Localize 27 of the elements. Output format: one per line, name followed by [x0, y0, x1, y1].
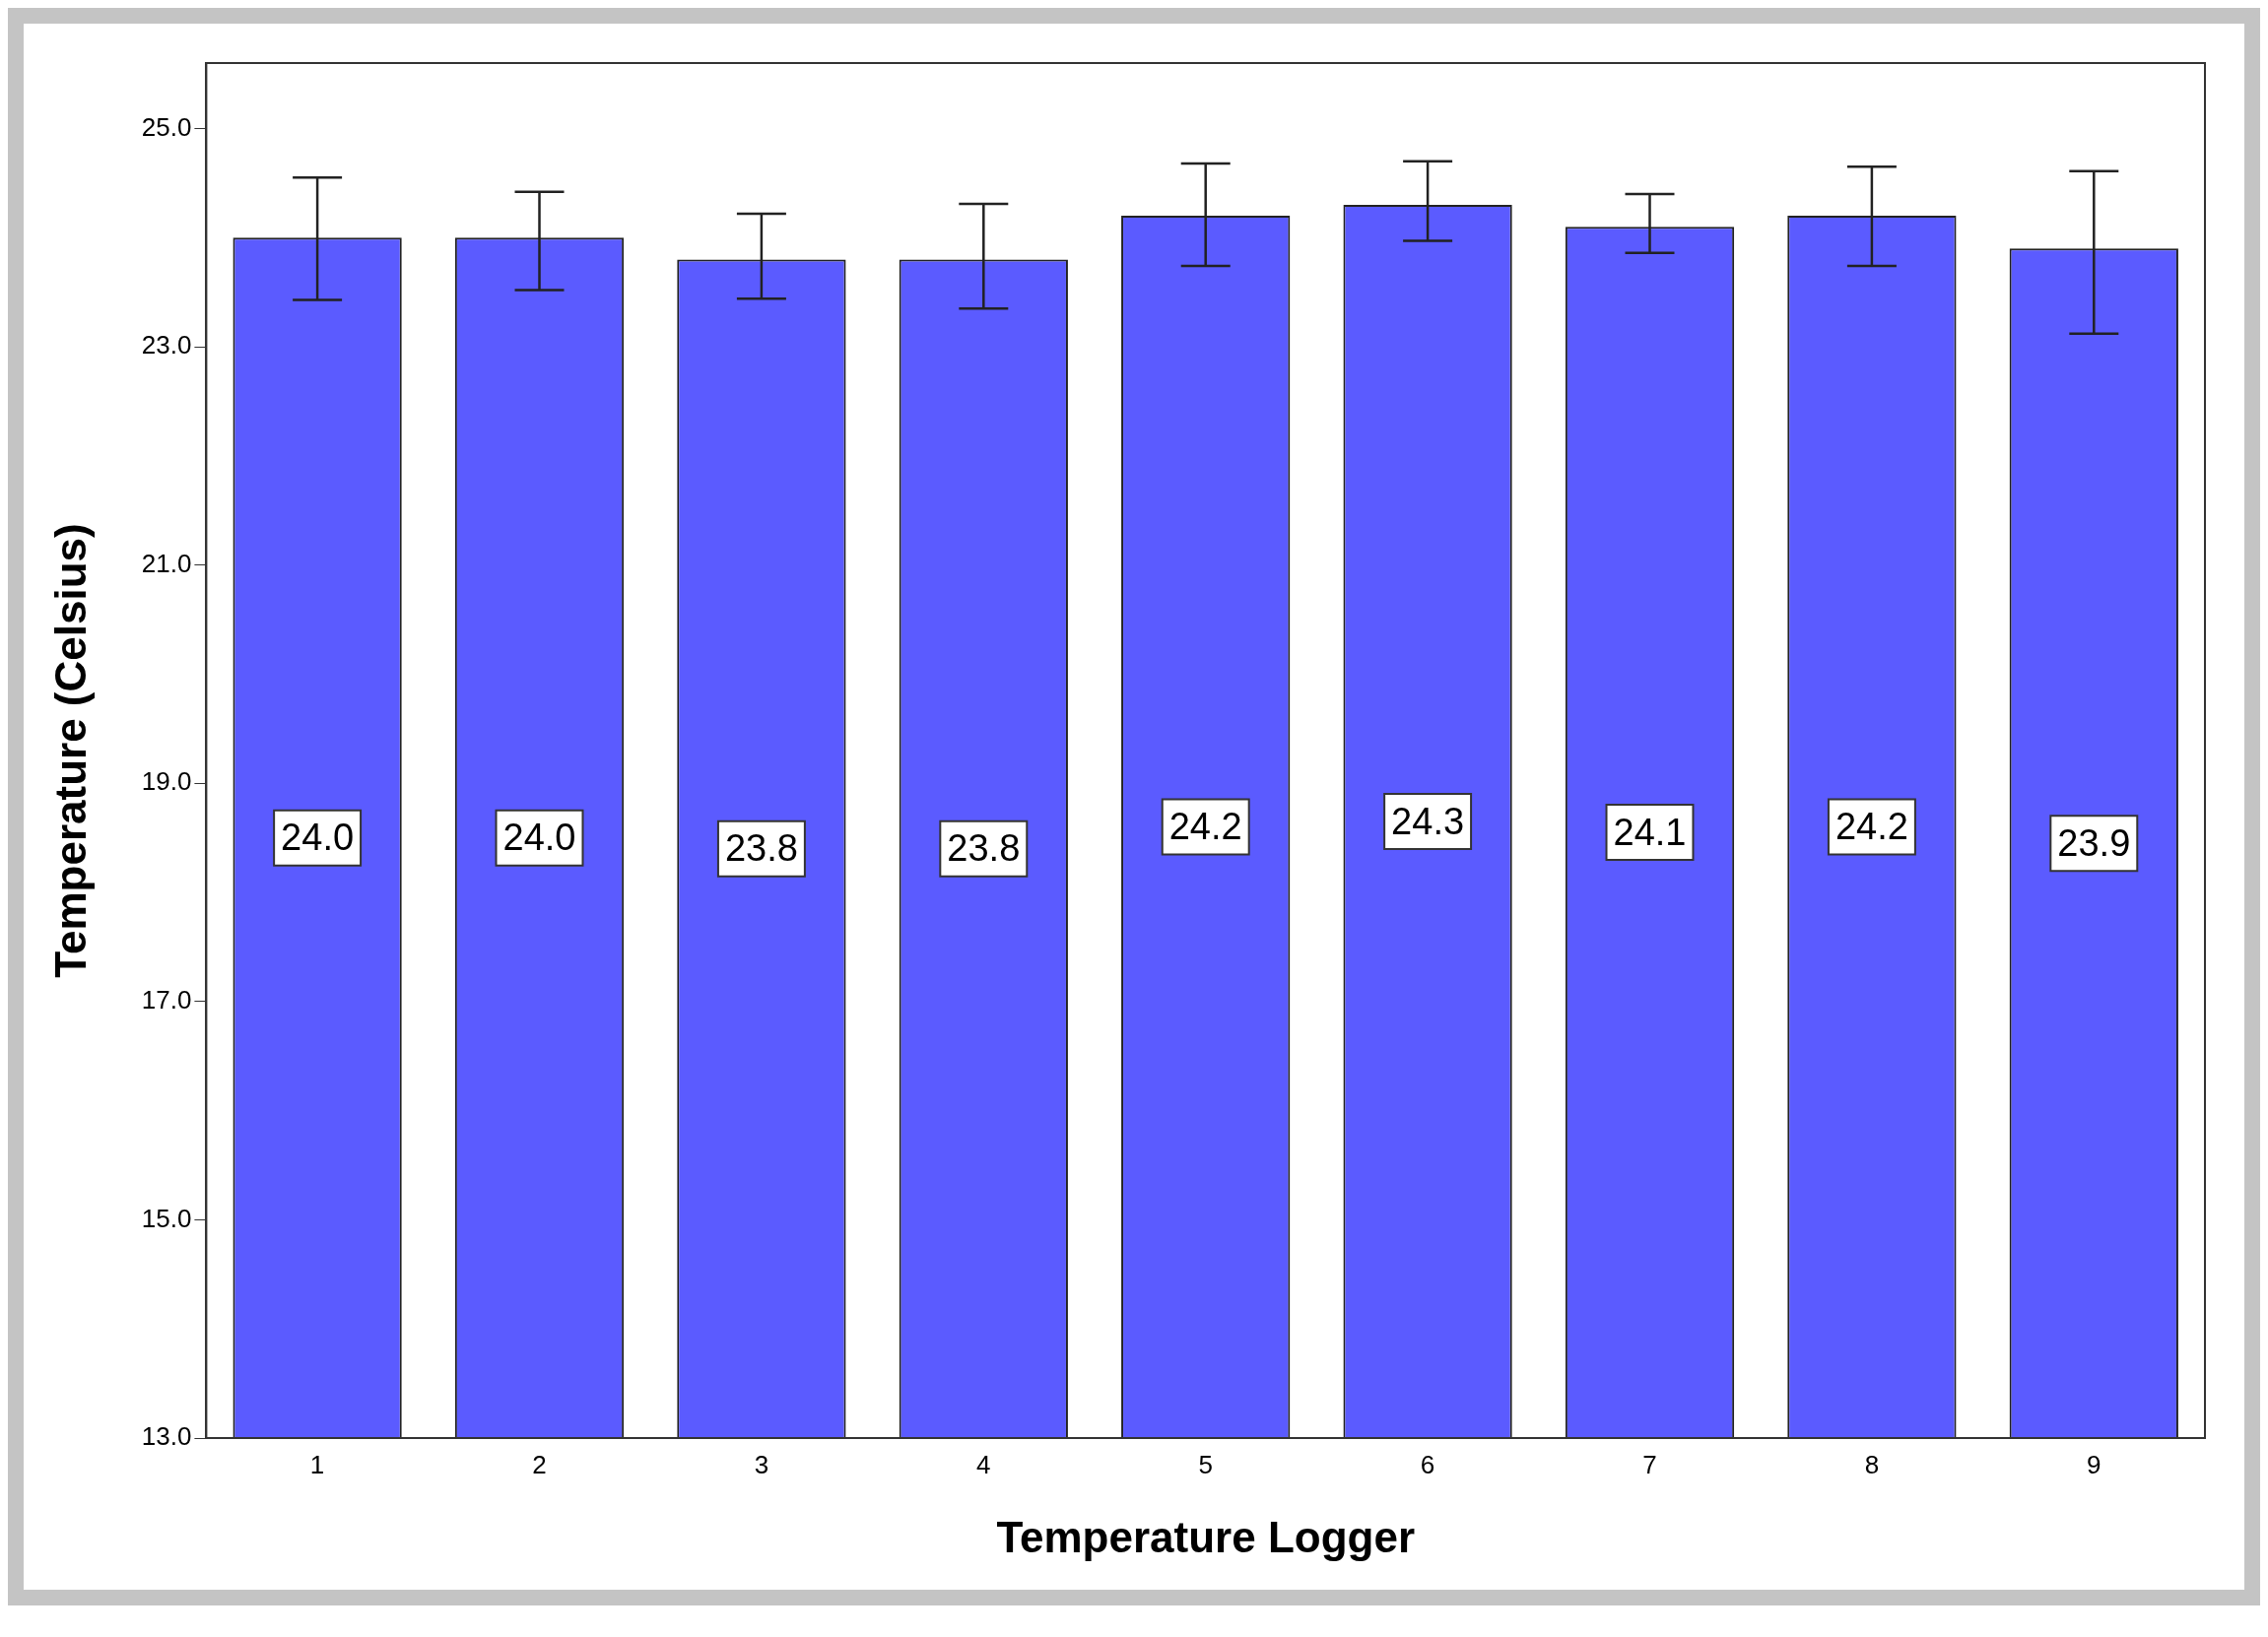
y-axis-title: Temperature (Celsius) [45, 523, 95, 978]
x-tick-label: 8 [1864, 1449, 1880, 1479]
y-tick-label: 25.0 [141, 111, 192, 142]
y-tick-label: 13.0 [141, 1421, 192, 1452]
data-label: 24.0 [502, 817, 576, 859]
x-tick-label: 2 [532, 1449, 547, 1479]
x-tick-label: 1 [309, 1449, 325, 1479]
data-label: 24.2 [1834, 806, 1908, 848]
data-label: 24.1 [1613, 811, 1687, 853]
y-tick-label: 21.0 [141, 548, 192, 578]
x-tick-label: 5 [1198, 1449, 1213, 1479]
data-label: 23.8 [724, 827, 798, 870]
y-tick-label: 17.0 [141, 985, 192, 1015]
data-label: 23.9 [2057, 821, 2131, 864]
x-axis-title: Temperature Logger [996, 1512, 1416, 1561]
y-tick-label: 23.0 [141, 330, 192, 360]
y-tick-label: 19.0 [141, 766, 192, 797]
data-label: 24.3 [1391, 800, 1465, 842]
x-tick-label: 6 [1420, 1449, 1435, 1479]
data-label: 23.8 [947, 827, 1021, 870]
data-label: 24.0 [281, 817, 355, 859]
y-tick-label: 15.0 [141, 1203, 192, 1233]
x-tick-label: 9 [2087, 1449, 2101, 1479]
x-tick-label: 7 [1642, 1449, 1657, 1479]
x-tick-label: 3 [754, 1449, 769, 1479]
x-tick-label: 4 [976, 1449, 991, 1479]
data-label: 24.2 [1168, 806, 1242, 848]
